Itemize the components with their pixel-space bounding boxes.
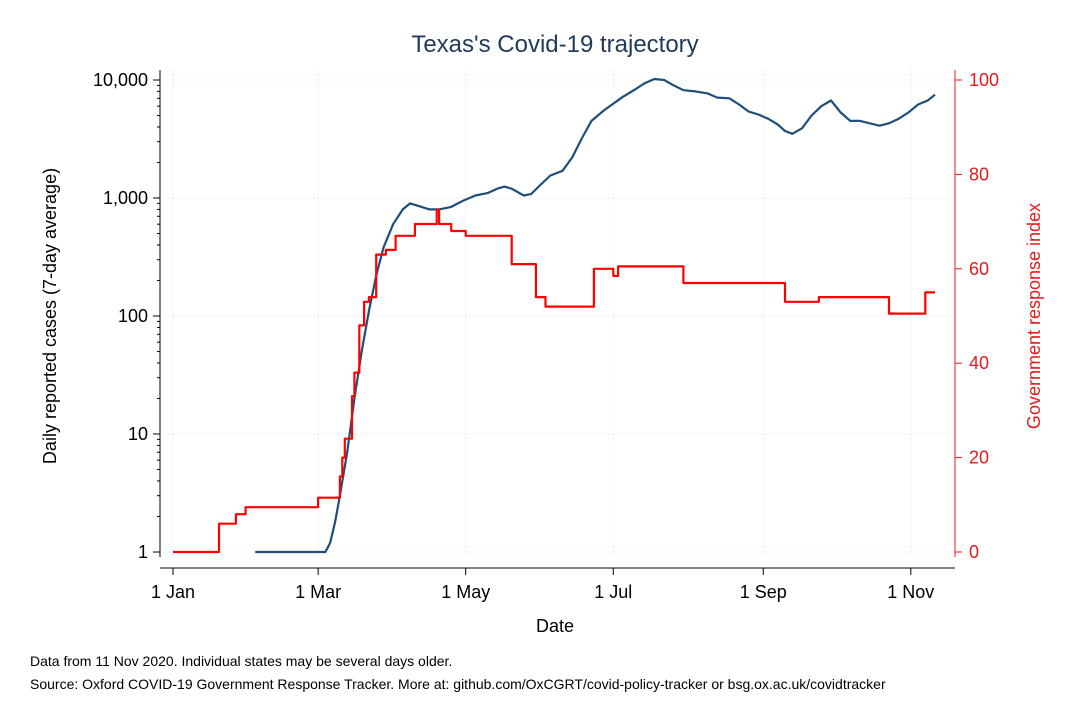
x-tick-label: 1 Jul (594, 582, 632, 602)
gridlines (165, 70, 950, 557)
y-right-tick-label: 100 (969, 70, 999, 90)
tick-labels: 1 Jan 1 Mar 1 May 1 Jul 1 Sep 1 Nov 1 10 100 1,00… (93, 70, 999, 602)
y-right-tick-label: 40 (969, 353, 989, 373)
y-right-tick-label: 20 (969, 448, 989, 468)
footnote-source: Source: Oxford COVID-19 Government Respo… (30, 676, 886, 692)
x-tick-label: 1 Jan (151, 582, 195, 602)
y-left-tick-label: 100 (118, 306, 148, 326)
y-left-tick-label: 1 (138, 542, 148, 562)
y-right-tick-label: 60 (969, 259, 989, 279)
response-index-series-line (173, 208, 935, 554)
x-tick-label: 1 Nov (887, 582, 934, 602)
y-right-tick-label: 80 (969, 164, 989, 184)
x-axis-label: Date (536, 616, 574, 636)
y-axis-left-label: Daily reported cases (7-day average) (40, 168, 60, 464)
x-tick-label: 1 Mar (295, 582, 341, 602)
cases-series-line (255, 77, 936, 554)
footnote-data: Data from 11 Nov 2020. Individual states… (30, 653, 452, 669)
x-tick-label: 1 May (441, 582, 490, 602)
y-right-tick-label: 0 (969, 542, 979, 562)
axes (153, 70, 962, 575)
y-axis-right-label: Government response index (1024, 203, 1044, 429)
y-left-tick-label: 1,000 (103, 188, 148, 208)
y-left-tick-label: 10,000 (93, 70, 148, 90)
chart-title: Texas's Covid-19 trajectory (411, 31, 698, 58)
y-left-tick-label: 10 (128, 424, 148, 444)
series-layer (173, 77, 936, 554)
x-tick-label: 1 Sep (740, 582, 787, 602)
